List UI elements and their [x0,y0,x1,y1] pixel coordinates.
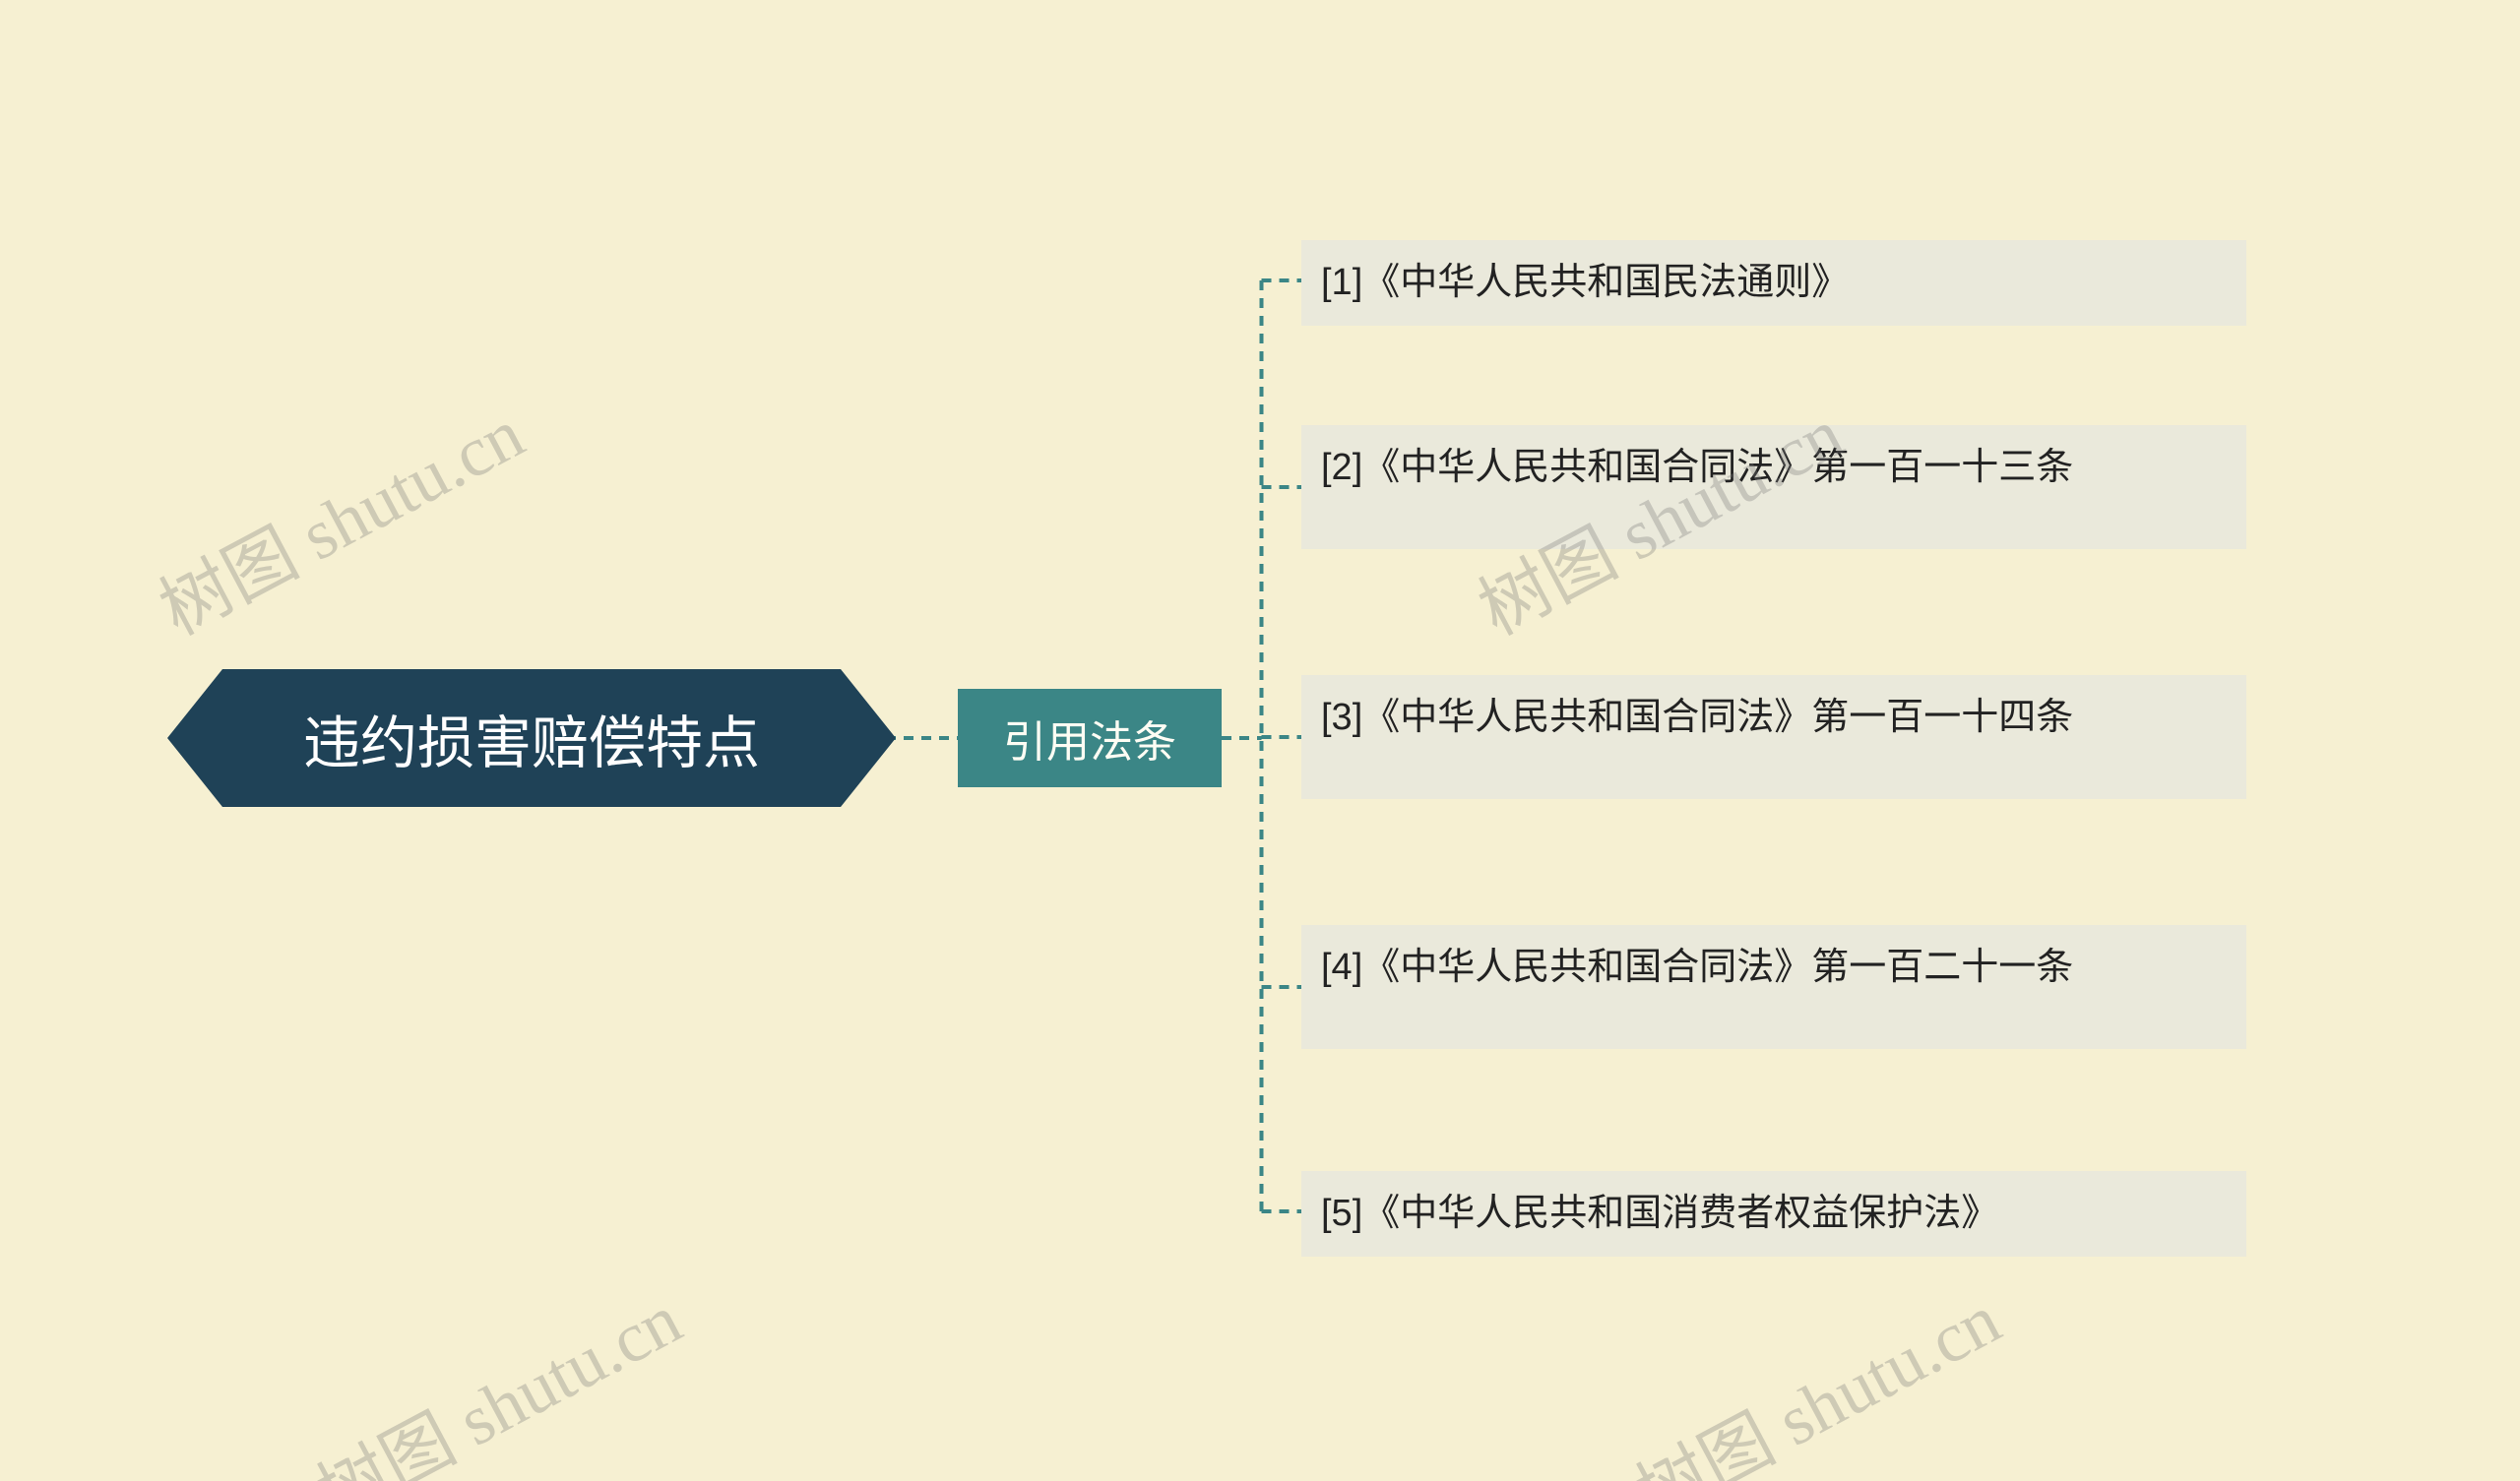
leaf-label: [1]《中华人民共和国民法通则》 [1321,262,1849,303]
leaf-label: [2]《中华人民共和国合同法》第一百一十三条 [1321,447,2073,488]
watermark: 树图 shutu.cn [139,377,538,654]
leaf-label: [3]《中华人民共和国合同法》第一百一十四条 [1321,697,2073,738]
leaf-node-1[interactable]: [1]《中华人民共和国民法通则》 [1301,240,2246,326]
mindmap-canvas: 违约损害赔偿特点 引用法条 [1]《中华人民共和国民法通则》 [2]《中华人民共… [0,0,2520,1481]
watermark: 树图 shutu.cn [1615,1263,2015,1481]
leaf-node-5[interactable]: [5]《中华人民共和国消费者权益保护法》 [1301,1171,2246,1257]
leaf-label: [4]《中华人民共和国合同法》第一百二十一条 [1321,947,2073,988]
root-label: 违约损害赔偿特点 [303,697,760,779]
leaf-label: [5]《中华人民共和国消费者权益保护法》 [1321,1193,1998,1234]
watermark: 树图 shutu.cn [296,1263,696,1481]
root-node[interactable]: 违约损害赔偿特点 [177,669,886,807]
mid-label: 引用法条 [1003,707,1176,770]
leaf-node-2[interactable]: [2]《中华人民共和国合同法》第一百一十三条 [1301,425,2246,549]
leaf-node-3[interactable]: [3]《中华人民共和国合同法》第一百一十四条 [1301,675,2246,799]
leaf-node-4[interactable]: [4]《中华人民共和国合同法》第一百二十一条 [1301,925,2246,1049]
mid-node[interactable]: 引用法条 [958,689,1222,787]
